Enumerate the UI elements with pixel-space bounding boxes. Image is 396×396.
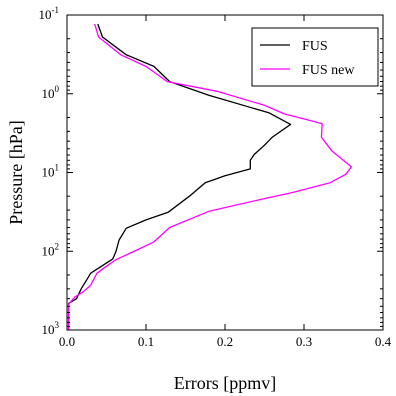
x-tick-label: 0.4	[375, 334, 392, 349]
legend-box	[251, 27, 379, 87]
y-axis-title: Pressure [hPa]	[6, 120, 26, 224]
legend-label-fus-new: FUS new	[302, 63, 355, 78]
x-tick-label: 0.0	[59, 334, 75, 349]
x-tick-label: 0.1	[138, 334, 154, 349]
x-tick-label: 0.3	[296, 334, 312, 349]
y-tick-label: 102	[42, 241, 60, 258]
x-axis-title: Errors [ppmv]	[174, 373, 276, 393]
x-axis-ticks: 0.0 0.1 0.2 0.3 0.4	[59, 15, 392, 349]
y-tick-label: 100	[42, 84, 60, 101]
y-tick-label: 103	[42, 320, 60, 337]
series-layer	[67, 23, 353, 330]
series-line-fus-new	[67, 23, 353, 330]
legend: FUS FUS new	[251, 27, 379, 87]
legend-label-fus: FUS	[302, 39, 328, 54]
y-tick-label: 10-1	[39, 5, 60, 22]
series-line-fus	[67, 23, 292, 330]
y-axis-ticks: 10-1 100 101 102 103	[39, 5, 383, 337]
x-tick-label: 0.2	[217, 334, 233, 349]
y-tick-label: 101	[42, 163, 60, 180]
